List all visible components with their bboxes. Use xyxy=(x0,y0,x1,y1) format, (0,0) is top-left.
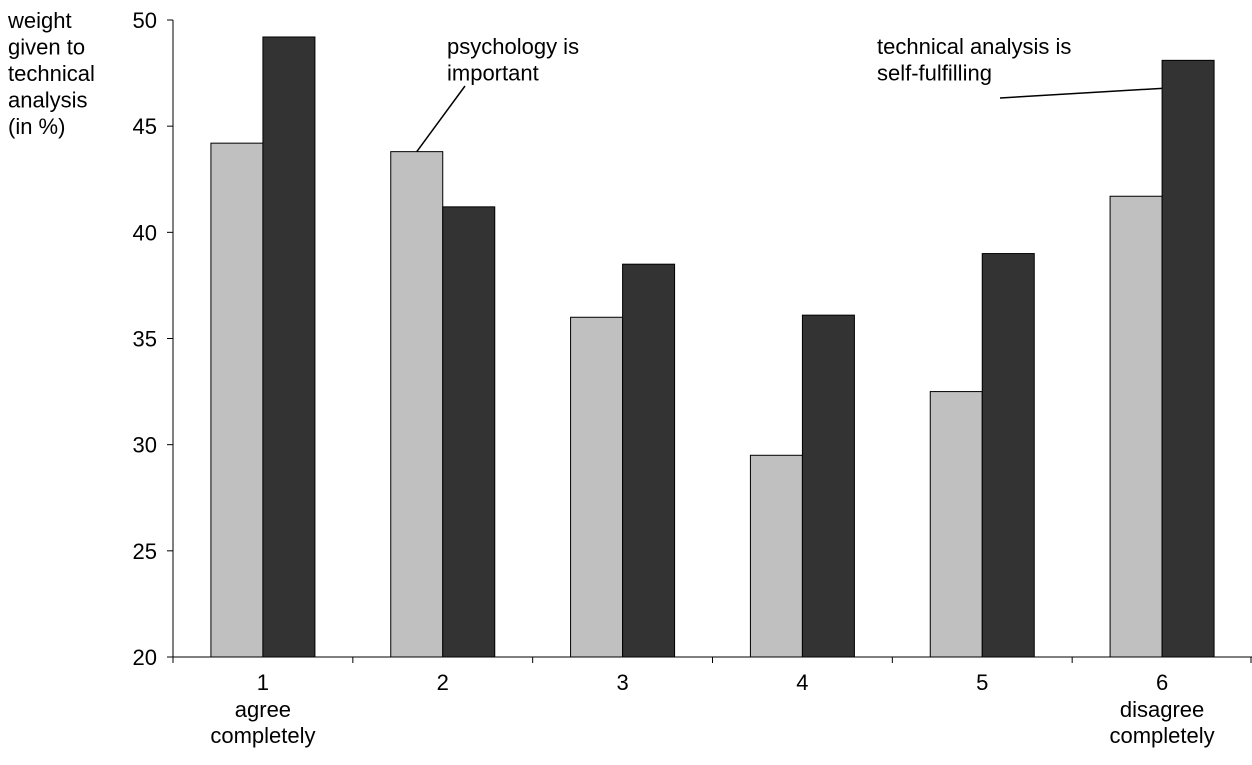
x-category-description: completely xyxy=(210,723,315,748)
annotation-leader-line xyxy=(999,87,1163,99)
y-axis-label-line: analysis xyxy=(8,88,87,113)
bar-series-1-cat-5 xyxy=(929,391,983,658)
annotation-text: psychology is xyxy=(447,34,579,59)
x-tick-label: 2 xyxy=(437,670,449,695)
annotation-leader-line xyxy=(416,85,466,153)
y-tick-label: 40 xyxy=(133,220,157,245)
bar-series-1-cat-1 xyxy=(210,142,264,658)
y-axis-label-line: weight xyxy=(7,8,72,33)
y-ticks: 20 25 30 35 40 45 50 xyxy=(133,8,173,670)
x-tick-label: 3 xyxy=(616,670,628,695)
y-tick-label: 20 xyxy=(133,645,157,670)
bar-series-2-cat-5 xyxy=(981,253,1035,658)
x-tick-label: 4 xyxy=(796,670,808,695)
y-tick-label: 45 xyxy=(133,114,157,139)
bar-series-2-cat-3 xyxy=(622,263,676,658)
bars xyxy=(210,36,1215,658)
axes xyxy=(172,20,1252,663)
bar-series-1-cat-3 xyxy=(570,316,624,658)
y-axis-label-line: (in %) xyxy=(8,114,65,139)
annotation-text: self-fulfilling xyxy=(877,61,992,86)
annotation-text: important xyxy=(447,61,539,86)
bar-series-1-cat-2 xyxy=(390,151,444,658)
bar-series-2-cat-1 xyxy=(262,36,316,658)
x-category-description: agree xyxy=(235,697,291,722)
x-category-description: completely xyxy=(1110,723,1215,748)
y-tick-label: 25 xyxy=(133,539,157,564)
bar-series-1-cat-4 xyxy=(749,454,803,658)
y-axis-label-line: technical xyxy=(8,61,95,86)
y-tick-label: 35 xyxy=(133,327,157,352)
y-axis-label-line: given to xyxy=(8,35,85,60)
x-tick-label: 1 xyxy=(257,670,269,695)
y-tick-label: 30 xyxy=(133,433,157,458)
x-tick-label: 5 xyxy=(976,670,988,695)
annotation-text: technical analysis is xyxy=(877,34,1071,59)
y-tick-label: 50 xyxy=(133,8,157,33)
bar-series-2-cat-6 xyxy=(1161,59,1215,658)
x-category-description: disagree xyxy=(1120,697,1204,722)
x-tick-label: 6 xyxy=(1156,670,1168,695)
bar-series-2-cat-4 xyxy=(801,314,855,658)
bar-series-2-cat-2 xyxy=(442,206,496,658)
bar-series-1-cat-6 xyxy=(1109,195,1163,658)
